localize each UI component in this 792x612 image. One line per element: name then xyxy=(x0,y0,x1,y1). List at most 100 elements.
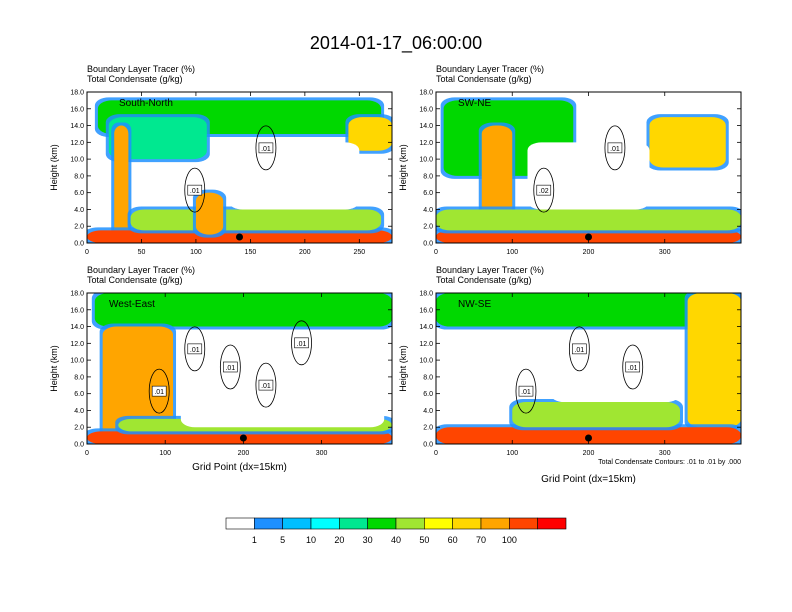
x-tick-label: 200 xyxy=(583,249,595,256)
x-tick-label: 0 xyxy=(434,450,438,457)
colorbar-swatch xyxy=(395,517,425,530)
x-tick-label: 300 xyxy=(659,249,671,256)
contour-label-box xyxy=(187,343,203,355)
condensate-contour xyxy=(184,326,206,372)
panel-label: West-East xyxy=(109,299,155,310)
tracer-feature xyxy=(436,293,741,327)
y-tick-label: 10.0 xyxy=(419,157,433,164)
colorbar-label: 5 xyxy=(280,535,285,545)
condensate-contour xyxy=(219,344,241,390)
condensate-contour xyxy=(291,320,312,366)
y-tick-label: 14.0 xyxy=(419,123,433,130)
contour-label-box xyxy=(625,361,641,373)
contour-label: .02 xyxy=(536,184,552,196)
y-tick-label: 4.0 xyxy=(74,207,84,214)
y-tick-label: 8.0 xyxy=(423,374,433,381)
colorbar-label: 70 xyxy=(476,535,486,545)
x-tick-label: 0 xyxy=(434,249,438,256)
colorbar-swatch xyxy=(282,517,312,530)
y-tick-label: 10.0 xyxy=(70,358,84,365)
tracer-feature xyxy=(436,209,741,231)
y-tick-label: 6.0 xyxy=(74,190,84,197)
contour-label: .01 xyxy=(572,343,587,355)
colorbar-swatch xyxy=(225,517,255,530)
panel-subtitle-tracer: Boundary Layer Tracer (%) xyxy=(87,64,195,74)
tracer-feature xyxy=(102,326,174,444)
y-axis-label: Height (km) xyxy=(398,345,408,392)
tracer-feature xyxy=(180,343,385,428)
contour-label-box xyxy=(607,142,623,154)
panel-subtitle-tracer: Boundary Layer Tracer (%) xyxy=(436,64,544,74)
colorbar-label: 100 xyxy=(502,535,517,545)
y-tick-label: 2.0 xyxy=(423,425,433,432)
condensate-contour xyxy=(255,125,277,171)
x-tick-label: 200 xyxy=(299,249,311,256)
contour-label-text: .01 xyxy=(190,188,200,195)
y-tick-label: 4.0 xyxy=(423,408,433,415)
x-tick-label: 100 xyxy=(506,450,518,457)
contour-label-text: .01 xyxy=(154,389,164,396)
y-tick-label: 2.0 xyxy=(74,224,84,231)
contour-note: Total Condensate Contours: .01 to .01 by… xyxy=(598,459,741,466)
y-tick-label: 10.0 xyxy=(70,157,84,164)
tracer-field: .01 .01 xyxy=(87,92,392,243)
colorbar-swatch xyxy=(480,517,510,530)
y-tick-label: 14.0 xyxy=(419,324,433,331)
contour-label: .01 xyxy=(258,142,274,154)
y-tick-label: 0.0 xyxy=(74,442,84,449)
x-tick-label: 300 xyxy=(316,450,328,457)
contour-label: .01 xyxy=(258,379,274,391)
y-tick-label: 6.0 xyxy=(423,190,433,197)
tracer-feature xyxy=(130,209,382,231)
colorbar-label: 60 xyxy=(448,535,458,545)
y-tick-label: 2.0 xyxy=(74,425,84,432)
panel-subtitle-tracer: Boundary Layer Tracer (%) xyxy=(87,265,195,275)
y-tick-label: 12.0 xyxy=(70,140,84,147)
contour-label: .01 xyxy=(187,184,203,196)
contour-label-text: .02 xyxy=(539,188,549,195)
x-tick-label: 150 xyxy=(245,249,257,256)
condensate-contour xyxy=(533,167,555,213)
panel-subtitle-condensate: Total Condensate (g/kg) xyxy=(87,275,183,285)
y-tick-label: 12.0 xyxy=(419,140,433,147)
y-tick-label: 16.0 xyxy=(419,307,433,314)
y-tick-label: 10.0 xyxy=(419,358,433,365)
tracer-feature xyxy=(512,402,680,428)
contour-label-text: .01 xyxy=(628,365,638,372)
x-tick-label: 50 xyxy=(138,249,146,256)
panel-west-east: Boundary Layer Tracer (%)Total Condensat… xyxy=(49,265,393,473)
tracer-feature xyxy=(527,142,650,210)
contour-label: .01 xyxy=(294,337,309,349)
panel-nw-se: Boundary Layer Tracer (%)Total Condensat… xyxy=(398,265,742,485)
y-tick-label: 2.0 xyxy=(423,224,433,231)
x-tick-label: 100 xyxy=(190,249,202,256)
condensate-contour xyxy=(184,167,206,213)
y-tick-label: 8.0 xyxy=(74,173,84,180)
contour-label-box xyxy=(536,184,552,196)
contour-label: .01 xyxy=(625,361,641,373)
y-tick-label: 0.0 xyxy=(423,241,433,248)
tracer-field: .01 .01 .01 .01 .01 xyxy=(87,293,392,444)
contour-label-text: .01 xyxy=(190,347,200,354)
colorbar-swatch xyxy=(452,517,482,530)
plot-frame xyxy=(86,292,393,445)
y-axis-label: Height (km) xyxy=(49,345,59,392)
y-tick-label: 18.0 xyxy=(70,291,84,298)
colorbar-label: 20 xyxy=(334,535,344,545)
contour-label-box xyxy=(187,184,203,196)
tracer-field: .02 .01 xyxy=(436,92,741,243)
y-tick-label: 8.0 xyxy=(423,173,433,180)
condensate-contour xyxy=(255,362,277,408)
y-tick-label: 12.0 xyxy=(70,341,84,348)
panel-label: South-North xyxy=(119,98,173,109)
contour-label: .01 xyxy=(223,361,238,373)
colorbar-label: 40 xyxy=(391,535,401,545)
x-tick-label: 250 xyxy=(353,249,365,256)
y-tick-label: 18.0 xyxy=(70,90,84,97)
panel-subtitle-condensate: Total Condensate (g/kg) xyxy=(436,275,532,285)
panel-subtitle-condensate: Total Condensate (g/kg) xyxy=(436,74,532,84)
tracer-feature xyxy=(108,117,207,160)
tracer-feature xyxy=(195,192,224,235)
x-tick-label: 100 xyxy=(506,249,518,256)
contour-label: .01 xyxy=(187,343,203,355)
